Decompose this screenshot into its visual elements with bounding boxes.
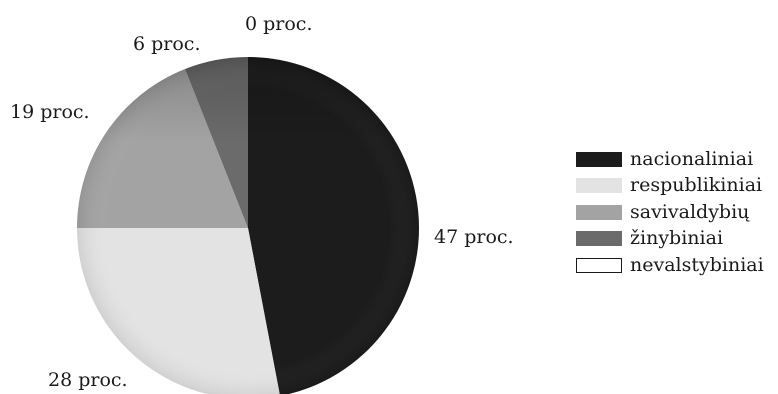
legend-swatch bbox=[576, 257, 622, 273]
legend-swatch bbox=[576, 204, 622, 220]
legend: nacionaliniai respublikiniai savivaldybių ž… bbox=[576, 146, 776, 279]
pie-top-shading bbox=[77, 57, 419, 394]
legend-item: savivaldybių bbox=[576, 199, 776, 226]
legend-item: nevalstybiniai bbox=[576, 252, 776, 279]
legend-label: nacionaliniai bbox=[630, 147, 754, 170]
legend-label: respublikiniai bbox=[630, 174, 763, 197]
slice-value-label: 19 proc. bbox=[10, 101, 90, 123]
legend-label: žinybiniai bbox=[630, 227, 724, 250]
legend-item: respublikiniai bbox=[576, 173, 776, 200]
legend-item: žinybiniai bbox=[576, 226, 776, 253]
legend-label: savivaldybių bbox=[630, 200, 750, 223]
legend-swatch bbox=[576, 231, 622, 247]
slice-value-label: 0 proc. bbox=[245, 13, 313, 35]
legend-swatch bbox=[576, 151, 622, 167]
legend-swatch bbox=[576, 178, 622, 194]
slice-value-label: 6 proc. bbox=[133, 33, 201, 55]
legend-item: nacionaliniai bbox=[576, 146, 776, 173]
legend-label: nevalstybiniai bbox=[630, 253, 764, 276]
slice-value-label: 47 proc. bbox=[434, 226, 514, 248]
slice-value-label: 28 proc. bbox=[48, 369, 128, 391]
